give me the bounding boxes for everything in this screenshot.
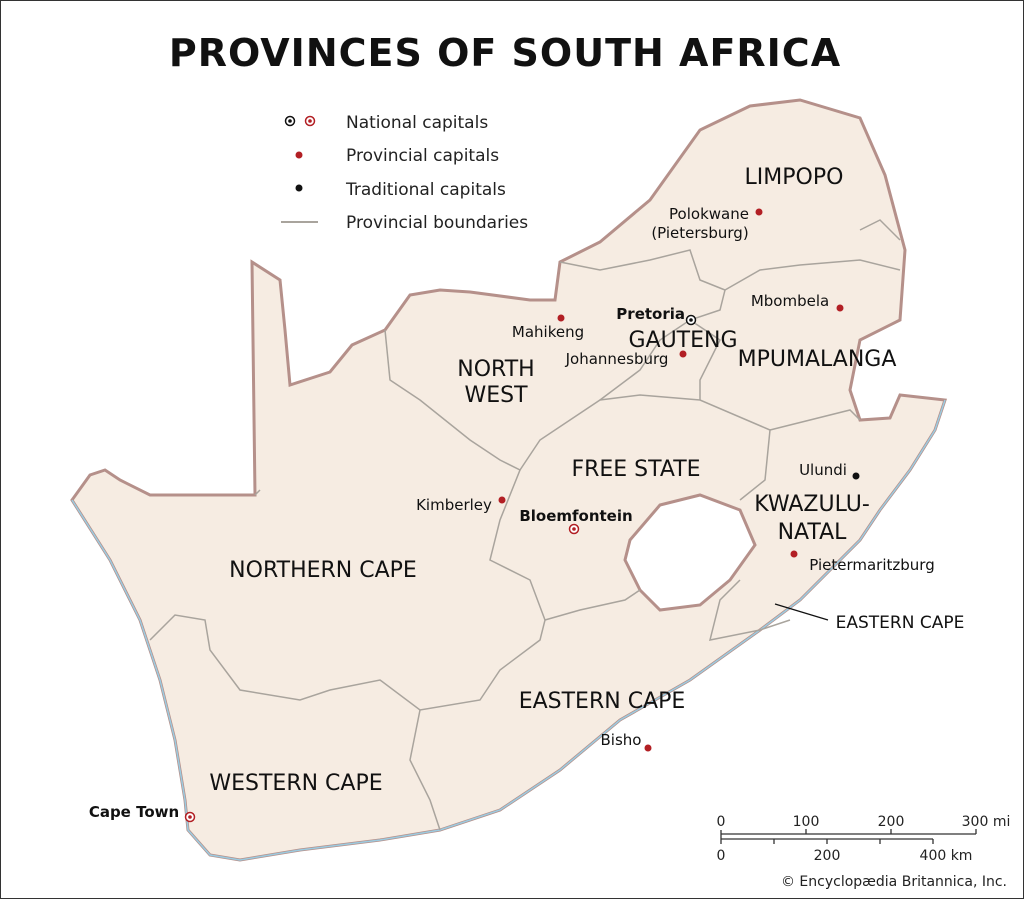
provincial-capital-icon [790, 550, 798, 558]
provincial-boundaries [149, 219, 901, 831]
scale-km-label: 200 [814, 848, 841, 864]
province-label: NATAL [778, 520, 848, 545]
copyright: © Encyclopædia Britannica, Inc. [781, 874, 1007, 890]
province-label: MPUMALANGA [738, 347, 897, 372]
leader-line [774, 603, 829, 621]
city-label: Bloemfontein [519, 507, 632, 525]
province-label: EASTERN CAPE [519, 689, 686, 714]
scale-mi-label: 100 [793, 814, 820, 830]
scale-mi-label: 0 [717, 814, 726, 830]
provincial-capital-icon [295, 151, 303, 159]
province-label: GAUTENG [628, 328, 737, 353]
legend-label: Provincial capitals [346, 146, 499, 166]
city-label: Ulundi [799, 461, 847, 479]
provincial-capital-icon [755, 208, 763, 216]
map-title: PROVINCES OF SOUTH AFRICA [169, 31, 841, 75]
scale-mi-label: 300 mi [962, 814, 1011, 830]
provincial-capital-icon [557, 314, 565, 322]
scale-km-label: 0 [717, 848, 726, 864]
province-labels: LIMPOPO GAUTENG MPUMALANGA NORTH WEST FR… [209, 165, 964, 796]
national-capital-icon [284, 115, 296, 127]
city-label: Bisho [601, 731, 642, 749]
city-label: Polokwane [669, 205, 749, 223]
lesotho [623, 493, 757, 612]
legend-label: Provincial boundaries [346, 213, 528, 233]
traditional-capital-icon [852, 472, 860, 480]
provincial-capital-icon [836, 304, 844, 312]
province-label: WESTERN CAPE [209, 771, 382, 796]
province-label: LIMPOPO [745, 165, 844, 190]
national-capital-icon [304, 115, 316, 127]
province-label: WEST [464, 383, 528, 408]
legend-label: National capitals [346, 113, 488, 133]
provincial-capital-icon [644, 744, 652, 752]
city-label: Cape Town [89, 803, 179, 821]
provincial-capital-icon [498, 496, 506, 504]
province-label: NORTHERN CAPE [229, 558, 417, 583]
city-label: Pietermaritzburg [809, 556, 934, 574]
province-label: FREE STATE [571, 457, 700, 482]
traditional-capital-icon [295, 184, 303, 192]
scale-bar [720, 829, 977, 844]
city-label: Pretoria [616, 305, 685, 323]
city-label: Mahikeng [512, 323, 584, 341]
province-label: NORTH [457, 357, 534, 382]
legend-label: Traditional capitals [345, 180, 506, 200]
province-label: KWAZULU- [754, 492, 870, 517]
scale-mi-label: 200 [878, 814, 905, 830]
city-label: Kimberley [416, 496, 492, 514]
scale-km-label: 400 km [920, 848, 973, 864]
city-label: (Pietersburg) [651, 224, 748, 242]
city-label: Johannesburg [565, 350, 669, 368]
city-label: Mbombela [751, 292, 829, 310]
cities: Polokwane (Pietersburg) Pretoria Mbombel… [89, 205, 935, 823]
province-label: EASTERN CAPE [836, 613, 965, 633]
legend: National capitals Provincial capitals Tr… [281, 113, 528, 233]
provincial-capital-icon [679, 350, 687, 358]
